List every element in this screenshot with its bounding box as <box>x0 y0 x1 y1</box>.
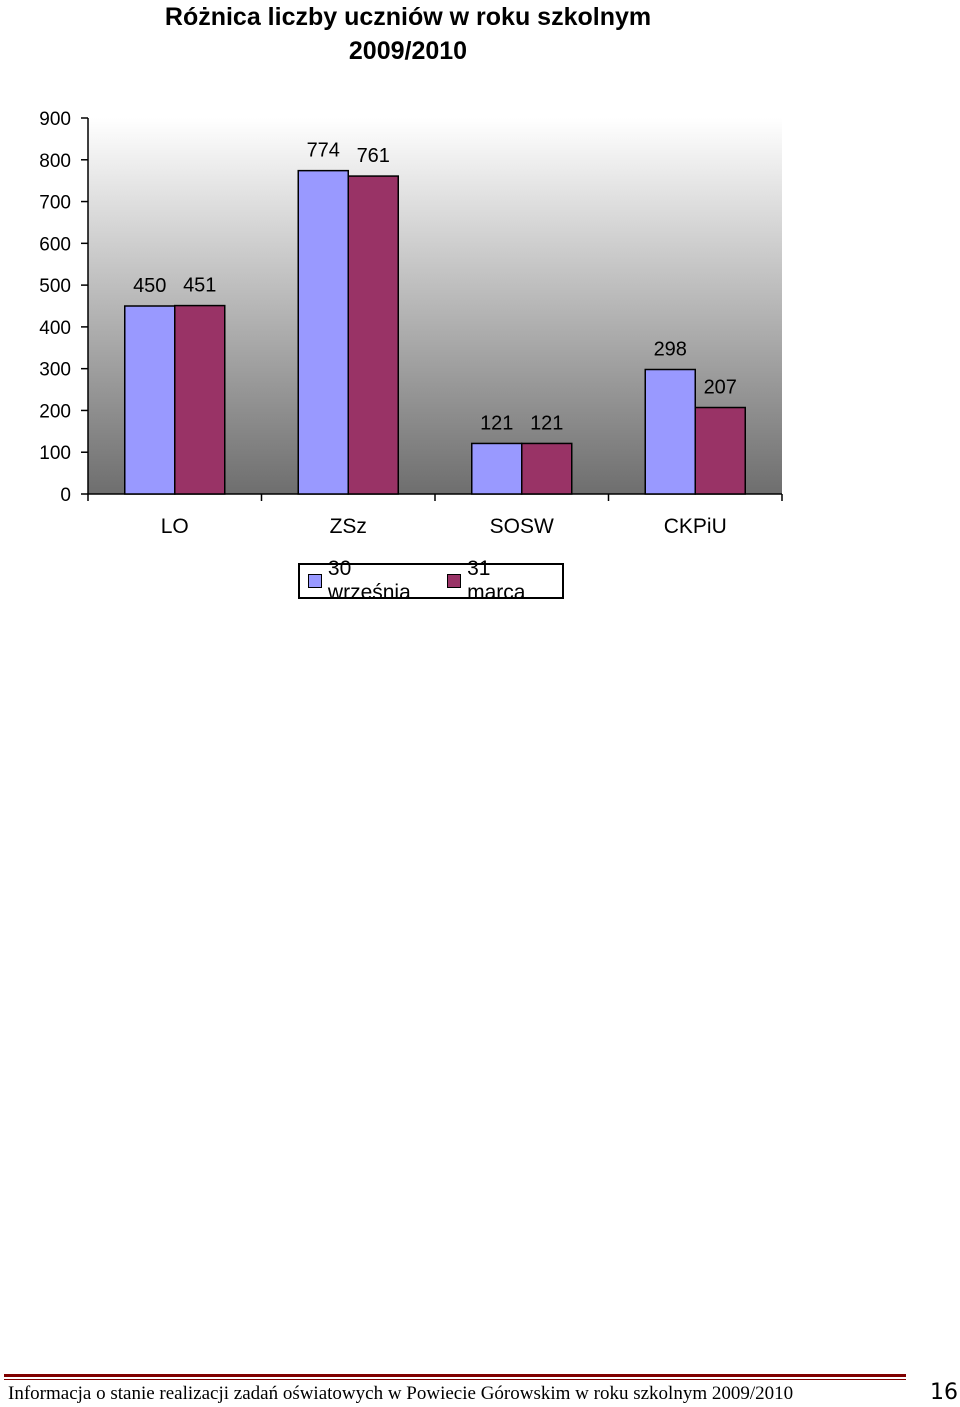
y-tick-label: 800 <box>39 151 71 172</box>
bar <box>347 175 399 495</box>
footer-rule <box>4 1374 906 1377</box>
legend: 30 września 31 marca <box>298 557 564 604</box>
bar <box>471 442 523 495</box>
data-label: 451 <box>183 275 216 297</box>
bar <box>124 305 176 495</box>
data-label: 298 <box>654 339 687 361</box>
data-label: 774 <box>307 140 340 162</box>
y-tick-label: 200 <box>39 401 71 422</box>
y-tick-label: 300 <box>39 360 71 381</box>
y-tick-label: 700 <box>39 193 71 214</box>
x-axis: LO ZSz SOSW CKPiU <box>87 493 783 538</box>
legend-entry-series-1: 30 września <box>308 557 439 605</box>
y-tick-label: 600 <box>39 234 71 255</box>
bars <box>124 169 746 495</box>
chart-title-line-1: Różnica liczby uczniów w roku szkolnym <box>164 3 652 31</box>
data-labels: 450 451 774 761 121 121 298 207 <box>133 140 737 435</box>
bar <box>297 169 349 495</box>
x-tick-label: SOSW <box>490 515 554 538</box>
x-tick-label: LO <box>161 515 189 538</box>
bar <box>694 406 746 495</box>
legend-swatch-series-1 <box>308 574 322 588</box>
footer-rule-thin <box>4 1379 906 1380</box>
bar <box>521 442 573 495</box>
data-label: 121 <box>480 412 513 434</box>
data-label: 761 <box>357 145 390 167</box>
legend-swatch-series-2 <box>447 574 462 588</box>
bar <box>644 368 696 495</box>
data-label: 207 <box>704 377 737 399</box>
data-label: 450 <box>133 275 166 297</box>
legend-label-series-1: 30 września <box>327 557 411 604</box>
data-label: 121 <box>530 412 563 434</box>
bar-chart: 0 100 200 300 400 500 600 700 800 900 LO ZSz SOSW CK… <box>39 109 783 538</box>
x-tick-label: ZSz <box>330 515 367 538</box>
footer-text: Informacja o stanie realizacji zadań ośw… <box>8 1383 794 1404</box>
chart-title: Różnica liczby uczniów w roku szkolnym 2… <box>0 0 816 68</box>
bar <box>174 304 226 495</box>
y-tick-label: 400 <box>39 318 71 339</box>
x-tick-label: CKPiU <box>664 515 727 538</box>
page-number: 16 <box>930 1380 958 1405</box>
legend-label-series-2: 31 marca <box>467 557 526 604</box>
legend-entry-series-2: 31 marca <box>447 557 554 605</box>
y-axis: 0 100 200 300 400 500 600 700 800 900 <box>39 109 89 506</box>
y-tick-label: 0 <box>60 485 71 506</box>
page-footer: Informacja o stanie realizacji zadań ośw… <box>0 1370 960 1407</box>
y-tick-label: 500 <box>39 276 71 297</box>
y-tick-label: 100 <box>39 443 71 464</box>
chart-title-line-2: 2009/2010 <box>348 37 468 65</box>
y-tick-label: 900 <box>39 109 71 130</box>
